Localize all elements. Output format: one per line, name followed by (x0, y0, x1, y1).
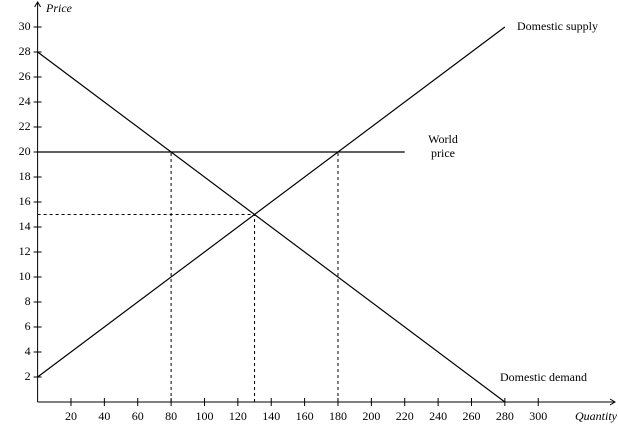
curve-label: Domestic demand (500, 370, 587, 384)
x-tick-label: 140 (262, 409, 280, 423)
x-tick-label: 180 (329, 409, 347, 423)
x-axis-arrow (609, 398, 616, 406)
x-tick-label: 200 (362, 409, 380, 423)
y-tick-label: 22 (19, 119, 31, 133)
y-tick-label: 18 (19, 169, 31, 183)
y-tick-label: 6 (25, 319, 31, 333)
x-tick-label: 220 (396, 409, 414, 423)
y-tick-label: 24 (19, 94, 31, 108)
y-tick-label: 28 (19, 44, 31, 58)
x-tick-label: 300 (529, 409, 547, 423)
y-tick-label: 26 (19, 69, 31, 83)
x-tick-label: 280 (496, 409, 514, 423)
y-tick-label: 20 (19, 144, 31, 158)
x-tick-label: 20 (65, 409, 77, 423)
y-tick-label: 10 (19, 269, 31, 283)
y-tick-label: 2 (25, 369, 31, 383)
y-axis-arrow (34, 1, 42, 8)
x-tick-label: 80 (165, 409, 177, 423)
x-tick-label: 100 (195, 409, 213, 423)
curve-label: price (431, 146, 455, 160)
x-tick-label: 60 (132, 409, 144, 423)
curve-label: Domestic supply (517, 19, 598, 33)
x-tick-label: 240 (429, 409, 447, 423)
x-tick-label: 260 (462, 409, 480, 423)
curve-label: World (428, 132, 458, 146)
x-tick-label: 40 (98, 409, 110, 423)
curve (37, 26, 506, 378)
y-tick-label: 16 (19, 194, 31, 208)
y-tick-label: 8 (25, 294, 31, 308)
curve (37, 51, 506, 403)
y-axis-label: Price (45, 1, 73, 15)
x-axis-label: Quantity (575, 409, 618, 423)
y-tick-label: 4 (25, 344, 31, 358)
y-tick-label: 12 (19, 244, 31, 258)
y-tick-label: 14 (19, 219, 31, 233)
y-tick-label: 30 (19, 19, 31, 33)
x-tick-label: 120 (229, 409, 247, 423)
x-tick-label: 160 (296, 409, 314, 423)
